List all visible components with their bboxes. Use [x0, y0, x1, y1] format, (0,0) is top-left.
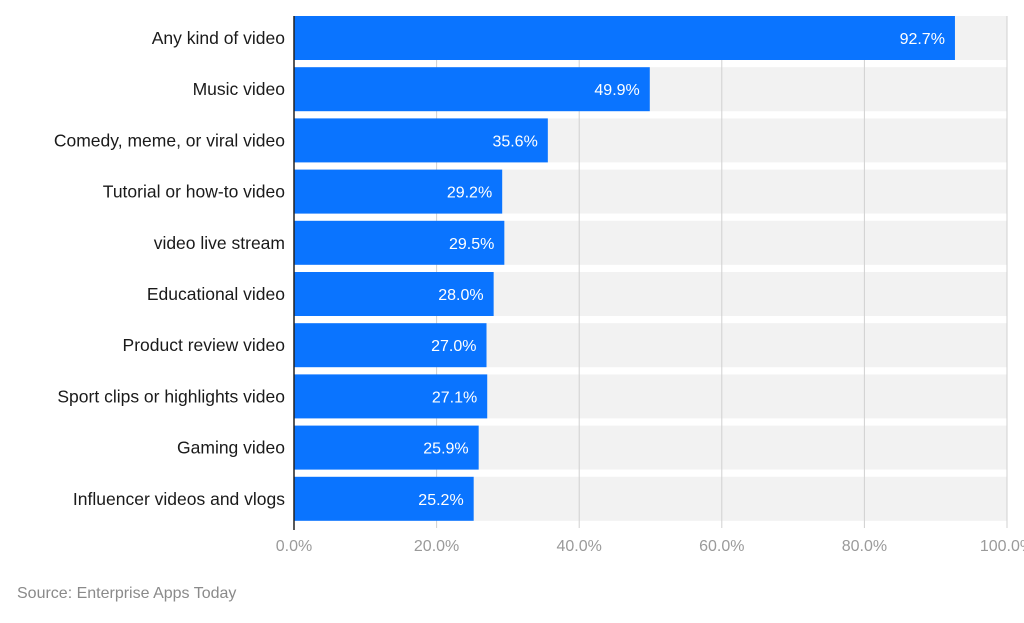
category-label: Tutorial or how-to video — [103, 182, 285, 202]
bar-value-label: 49.9% — [594, 82, 639, 99]
x-tick-label: 100.0% — [980, 538, 1024, 555]
bar-value-label: 35.6% — [492, 133, 537, 150]
x-tick-label: 0.0% — [276, 538, 312, 555]
bar-value-label: 28.0% — [438, 287, 483, 304]
category-label: video live stream — [154, 233, 285, 253]
bar — [294, 323, 487, 368]
x-tick-label: 60.0% — [699, 538, 744, 555]
bar-chart-svg: 92.7% Any kind of video 49.9% Music video 35… — [54, 16, 1024, 555]
x-tick-label: 40.0% — [557, 538, 602, 555]
category-label: Gaming video — [177, 438, 285, 458]
bar-value-label: 27.0% — [431, 338, 476, 355]
bar — [294, 272, 494, 316]
bar — [294, 220, 505, 265]
bar-value-label: 25.2% — [418, 492, 463, 509]
bar — [294, 118, 548, 163]
category-label: Comedy, meme, or viral video — [54, 130, 285, 150]
x-tick-label: 80.0% — [842, 538, 887, 555]
bar-value-label: 29.5% — [449, 236, 494, 253]
bar — [294, 425, 479, 470]
bar — [294, 476, 474, 521]
category-label: Product review video — [123, 335, 285, 355]
source-note: Source: Enterprise Apps Today — [17, 585, 237, 602]
bar-value-label: 92.7% — [900, 31, 945, 48]
x-tick-label: 20.0% — [414, 538, 459, 555]
category-label: Sport clips or highlights video — [57, 386, 285, 406]
bar-value-label: 25.9% — [423, 441, 468, 458]
category-label: Any kind of video — [152, 28, 285, 48]
bar — [294, 16, 955, 60]
bar — [294, 67, 650, 112]
category-label: Influencer videos and vlogs — [73, 489, 285, 509]
bar — [294, 374, 488, 419]
bar — [294, 169, 503, 214]
bar-value-label: 29.2% — [447, 185, 492, 202]
category-label: Educational video — [147, 284, 285, 304]
bar-value-label: 27.1% — [432, 389, 477, 406]
category-label: Music video — [193, 79, 285, 99]
